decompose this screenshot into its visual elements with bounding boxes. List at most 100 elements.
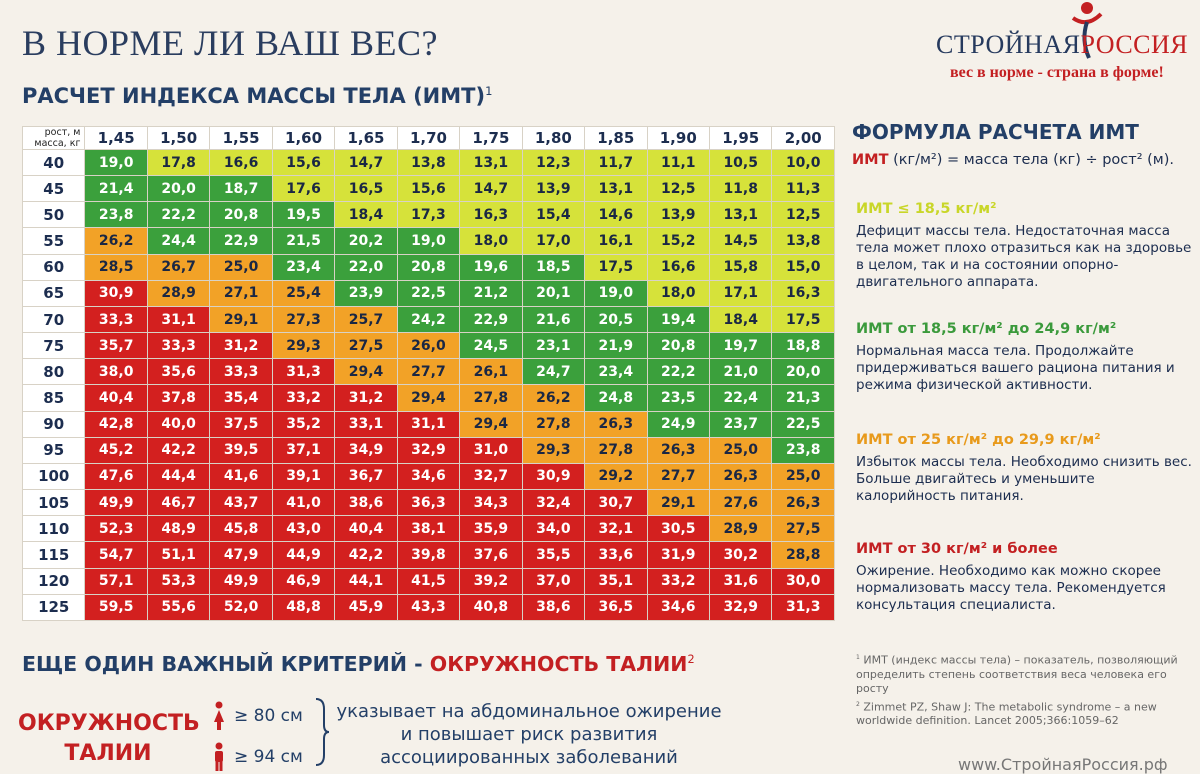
bmi-cell: 21,0 bbox=[708, 358, 773, 386]
bmi-cell: 32,9 bbox=[708, 593, 773, 622]
table-row: 90 42,8 40,0 37,5 35,2 33,1 31,1 29,4 27,8 26,3 24… bbox=[21, 410, 835, 438]
logo: СТРОЙНАЯРОССИЯ вес в норме - страна в фо… bbox=[930, 2, 1195, 86]
bmi-cell: 22,0 bbox=[334, 253, 398, 281]
height-header: 1,85 bbox=[584, 126, 648, 150]
bmi-cell: 24,5 bbox=[459, 332, 523, 360]
bmi-cell: 41,6 bbox=[209, 462, 273, 491]
bmi-cell: 24,4 bbox=[146, 227, 211, 255]
mass-cell: 60 bbox=[21, 253, 86, 281]
bmi-cell: 23,9 bbox=[334, 279, 398, 307]
bmi-cell: 48,9 bbox=[146, 515, 211, 543]
bmi-cell: 11,3 bbox=[771, 175, 835, 203]
mass-cell: 90 bbox=[21, 410, 86, 438]
bmi-cell: 13,1 bbox=[584, 175, 648, 203]
bmi-cell: 30,7 bbox=[584, 489, 648, 517]
bmi-cell: 31,6 bbox=[708, 567, 773, 595]
table-row: 115 54,7 51,1 47,9 44,9 42,2 39,8 37,6 35,5 33,6 3… bbox=[21, 541, 835, 569]
bmi-cell: 40,4 bbox=[334, 515, 398, 543]
bmi-cell: 33,3 bbox=[84, 305, 148, 334]
bmi-cell: 21,3 bbox=[771, 384, 835, 412]
bmi-cell: 27,8 bbox=[459, 384, 523, 412]
category-description: Дефицит массы тела. Недостаточная масса … bbox=[856, 223, 1192, 290]
bmi-cell: 22,2 bbox=[146, 201, 211, 229]
bmi-cell: 31,0 bbox=[459, 436, 523, 464]
bmi-cell: 35,1 bbox=[584, 567, 648, 595]
mass-cell: 55 bbox=[21, 227, 86, 255]
formula-text: ИМТ (кг/м²) = масса тела (кг) ÷ рост² (м… bbox=[852, 152, 1175, 168]
bmi-cell: 38,1 bbox=[396, 515, 461, 543]
bmi-cell: 22,5 bbox=[771, 410, 835, 438]
bmi-cell: 20,8 bbox=[209, 201, 273, 229]
table-corner: рост, м масса, кг bbox=[21, 126, 86, 150]
bmi-cell: 11,7 bbox=[584, 148, 648, 177]
bmi-cell: 44,9 bbox=[271, 541, 336, 569]
bmi-cell: 15,2 bbox=[646, 227, 710, 255]
page-title: В НОРМЕ ЛИ ВАШ ВЕС? bbox=[22, 23, 438, 63]
bmi-cell: 20,5 bbox=[584, 305, 648, 334]
bmi-cell: 14,5 bbox=[708, 227, 773, 255]
bmi-cell: 52,3 bbox=[84, 515, 148, 543]
height-header: 1,60 bbox=[271, 126, 336, 150]
bmi-cell: 37,6 bbox=[459, 541, 523, 569]
bmi-cell: 40,4 bbox=[84, 384, 148, 412]
table-header-row: рост, м масса, кг 1,45 1,50 1,55 1,60 1,65 1,7… bbox=[21, 126, 835, 150]
bmi-cell: 21,9 bbox=[584, 332, 648, 360]
bmi-cell: 20,0 bbox=[146, 175, 211, 203]
bmi-cell: 22,9 bbox=[459, 305, 523, 334]
bmi-cell: 45,2 bbox=[84, 436, 148, 464]
category-heading: ИМТ от 25 кг/м² до 29,9 кг/м² bbox=[856, 432, 1101, 448]
bmi-cell: 19,0 bbox=[396, 227, 461, 255]
height-header: 1,50 bbox=[146, 126, 211, 150]
bmi-cell: 36,5 bbox=[584, 593, 648, 622]
bmi-cell: 25,0 bbox=[708, 436, 773, 464]
bmi-cell: 54,7 bbox=[84, 541, 148, 569]
bmi-cell: 30,2 bbox=[708, 541, 773, 569]
bmi-cell: 13,1 bbox=[708, 201, 773, 229]
bmi-cell: 35,5 bbox=[521, 541, 586, 569]
bmi-cell: 39,5 bbox=[209, 436, 273, 464]
bmi-cell: 23,8 bbox=[771, 436, 835, 464]
waist-label: ОКРУЖНОСТЬ ТАЛИИ bbox=[18, 711, 200, 766]
bmi-cell: 40,8 bbox=[459, 593, 523, 622]
bmi-cell: 11,8 bbox=[708, 175, 773, 203]
bmi-cell: 35,4 bbox=[209, 384, 273, 412]
bmi-cell: 12,3 bbox=[521, 148, 586, 177]
bmi-cell: 26,3 bbox=[584, 410, 648, 438]
bmi-cell: 31,3 bbox=[771, 593, 835, 622]
category-heading: ИМТ ≤ 18,5 кг/м² bbox=[856, 201, 997, 217]
height-header: 1,95 bbox=[708, 126, 773, 150]
logo-name: СТРОЙНАЯРОССИЯ bbox=[936, 30, 1189, 59]
mass-cell: 80 bbox=[21, 358, 86, 386]
bmi-cell: 55,6 bbox=[146, 593, 211, 622]
bmi-cell: 46,7 bbox=[146, 489, 211, 517]
category-description: Избыток массы тела. Необходимо снизить в… bbox=[856, 454, 1192, 504]
website: www.СтройнаяРоссия.рф bbox=[958, 755, 1168, 774]
bmi-cell: 17,3 bbox=[396, 201, 461, 229]
bmi-cell: 26,0 bbox=[396, 332, 461, 360]
waist-female: ≥ 80 см bbox=[212, 701, 303, 731]
mass-cell: 75 bbox=[21, 332, 86, 360]
bmi-cell: 27,7 bbox=[646, 462, 710, 491]
bmi-cell: 43,0 bbox=[271, 515, 336, 543]
height-header: 1,80 bbox=[521, 126, 586, 150]
bmi-cell: 39,8 bbox=[396, 541, 461, 569]
bmi-cell: 31,1 bbox=[146, 305, 211, 334]
bmi-cell: 32,9 bbox=[396, 436, 461, 464]
bmi-cell: 29,1 bbox=[646, 489, 710, 517]
mass-cell: 125 bbox=[21, 593, 86, 622]
table-row: 70 33,3 31,1 29,1 27,3 25,7 24,2 22,9 21,6 20,5 19… bbox=[21, 305, 835, 334]
bmi-cell: 31,2 bbox=[334, 384, 398, 412]
mass-cell: 105 bbox=[21, 489, 86, 517]
bmi-cell: 27,6 bbox=[708, 489, 773, 517]
bmi-cell: 24,9 bbox=[646, 410, 710, 438]
bmi-cell: 16,6 bbox=[209, 148, 273, 177]
bmi-cell: 21,2 bbox=[459, 279, 523, 307]
category-overweight: ИМТ от 25 кг/м² до 29,9 кг/м² Избыток мас… bbox=[856, 432, 1196, 505]
bmi-cell: 44,1 bbox=[334, 567, 398, 595]
bmi-cell: 45,9 bbox=[334, 593, 398, 622]
bmi-cell: 33,3 bbox=[146, 332, 211, 360]
bmi-cell: 34,6 bbox=[646, 593, 710, 622]
table-row: 45 21,4 20,0 18,7 17,6 16,5 15,6 14,7 13,9 13,1 12… bbox=[21, 175, 835, 203]
bmi-cell: 17,5 bbox=[771, 305, 835, 334]
bmi-cell: 42,2 bbox=[146, 436, 211, 464]
